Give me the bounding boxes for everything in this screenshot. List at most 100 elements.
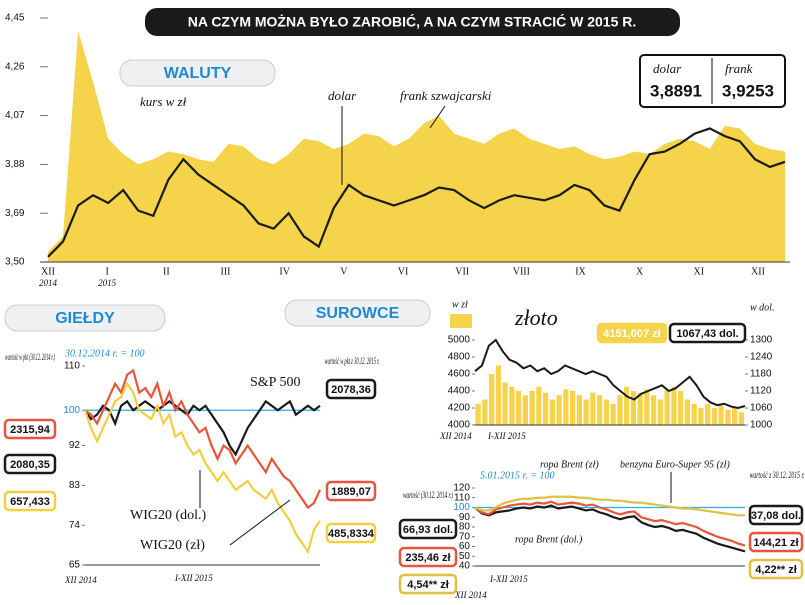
line [474, 500, 746, 547]
y-tick-label: 40 [459, 561, 471, 572]
axis-label: w zł [452, 299, 468, 310]
y2-tick-label: 1180 [750, 369, 772, 380]
chart-title: złoto [514, 305, 558, 330]
x-year-label: 2015 [98, 278, 117, 288]
line [83, 381, 321, 555]
line [84, 399, 321, 457]
line [474, 338, 746, 410]
x-tick-label: VII [455, 266, 469, 277]
area [48, 30, 785, 263]
y-tick-label: 92 [69, 440, 81, 451]
value-box [596, 322, 668, 344]
x-tick-label: I [105, 266, 108, 277]
value-box-label: 144,21 zł [753, 537, 798, 549]
value-box-label: 4,22** zł [755, 564, 797, 576]
bar [570, 391, 576, 425]
x-tick-label: IX [575, 266, 586, 277]
axis-label: w dol. [750, 302, 774, 313]
y2-tick-label: 1300 [750, 335, 773, 346]
y-tick-label: 80 [459, 522, 471, 533]
legend-swatch [450, 314, 472, 328]
y-tick-label: 4800 [448, 352, 471, 363]
bar [691, 403, 697, 425]
y-tick-label: 50 [459, 551, 471, 562]
header-box [145, 8, 680, 36]
value-box [325, 378, 377, 400]
bar [671, 386, 677, 425]
series-label: frank szwajcarski [400, 88, 492, 103]
x-tick-label: II [163, 266, 170, 277]
x-tick-label: XII [41, 266, 55, 277]
line [47, 127, 786, 258]
legend-name: dolar [653, 61, 682, 76]
value-box-label: 37,08 dol. [751, 510, 801, 522]
legend-value: 3,9253 [722, 81, 774, 100]
bar [718, 405, 724, 425]
bar [529, 391, 535, 425]
value-box [398, 546, 458, 568]
legend-name: frank [725, 61, 753, 76]
bar [610, 403, 616, 425]
series-label: WIG20 (dol.) [130, 508, 207, 523]
y-tick-label: 74 [69, 520, 81, 531]
x-tick-label: X [636, 266, 644, 277]
y-tick-label: 4,26 [5, 61, 25, 72]
value-box-label: 4,54** zł [407, 579, 449, 591]
value-box [398, 573, 458, 595]
y2-tick-label: 1000 [750, 420, 773, 431]
bar [563, 389, 569, 425]
value-box-label: 2315,94 [10, 424, 51, 436]
bar [502, 382, 508, 425]
bar [556, 395, 562, 425]
y-tick-label: 4400 [448, 386, 471, 397]
y-tick-label: 3,88 [5, 159, 25, 170]
section-tag [119, 59, 276, 87]
y-tick-label: 100 [63, 405, 80, 416]
note: 30.12.2014 r. = 100 [64, 348, 145, 359]
bar [509, 386, 515, 425]
x-tick-label: III [221, 266, 231, 277]
header-title: NA CZYM MOŻNA BYŁO ZAROBIĆ, A NA CZYM ST… [188, 13, 637, 30]
section-tag-label: GIEŁDY [55, 310, 115, 327]
line [474, 495, 745, 517]
value-box-label: 66,93 dol. [403, 524, 453, 536]
bar [732, 408, 738, 425]
bar [583, 399, 589, 425]
y-tick-label: 83 [69, 480, 81, 491]
x-tick-label: IV [279, 266, 290, 277]
bar [711, 408, 717, 425]
bar [549, 399, 555, 425]
right-note: wartość z 30.12. 2015 r. [750, 470, 805, 480]
bar [678, 391, 684, 425]
x-tick-label: V [340, 266, 348, 277]
bar [522, 395, 528, 425]
x-tick-label: XII 2014 [64, 575, 97, 585]
value-box [3, 418, 57, 440]
value-box [3, 453, 57, 475]
leader [429, 105, 446, 129]
y-tick-label: 60 [459, 541, 471, 552]
value-box [398, 518, 458, 540]
value-box-label: 485,8334 [328, 528, 375, 540]
value-box-label: 2080,35 [10, 459, 50, 471]
series-label: benzyna Euro-Super 95 (zł) [620, 459, 731, 470]
bar [651, 395, 657, 425]
right-note: wartość w pkt z 30.12. 2015 r. [325, 356, 380, 366]
x-tick-label: XII [751, 266, 765, 277]
x-tick-label: VI [398, 266, 409, 277]
bar [576, 395, 582, 425]
y2-tick-label: 1120 [750, 386, 772, 397]
leader [229, 499, 291, 546]
bar [495, 365, 501, 425]
value-box [748, 531, 804, 553]
bar [489, 374, 495, 425]
series-label: ropa Brent (zł) [540, 459, 599, 470]
left-note: wartość (30.12. 2014 r.) [403, 490, 453, 500]
y-tick-label: 4600 [448, 369, 471, 380]
left-note: wartość w pkt (30.12. 2014 r.) [5, 352, 55, 362]
value-box [748, 504, 804, 526]
legend-value: 3,8891 [650, 81, 702, 100]
value-box-label: 235,46 zł [405, 552, 450, 564]
bar [644, 389, 650, 425]
